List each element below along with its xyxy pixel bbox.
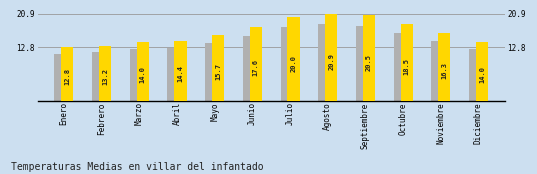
Text: 18.5: 18.5 [403,58,410,75]
Bar [250,27,262,101]
Bar [61,48,74,101]
Bar [243,36,255,101]
Text: 20.0: 20.0 [291,55,296,72]
Text: 13.2: 13.2 [102,68,108,85]
Bar [137,42,149,101]
Bar [356,26,368,101]
Text: 14.0: 14.0 [479,66,485,83]
Bar [401,24,412,101]
Bar [363,15,375,101]
Text: 14.4: 14.4 [178,65,184,82]
Bar [175,41,186,101]
Bar [92,52,104,101]
Text: 16.3: 16.3 [441,62,447,79]
Bar [431,41,443,101]
Bar [130,49,142,101]
Bar [438,33,450,101]
Bar [205,43,217,101]
Bar [287,17,300,101]
Text: 17.6: 17.6 [253,59,259,76]
Bar [318,24,330,101]
Bar [212,35,224,101]
Text: Temperaturas Medias en villar del infantado: Temperaturas Medias en villar del infant… [11,162,263,172]
Bar [280,27,293,101]
Text: 14.0: 14.0 [140,66,146,83]
Bar [168,48,179,101]
Bar [476,42,488,101]
Bar [325,14,337,101]
Text: 15.7: 15.7 [215,63,221,80]
Text: 12.8: 12.8 [64,68,70,85]
Text: 20.9: 20.9 [328,53,334,70]
Bar [54,54,67,101]
Bar [99,46,111,101]
Text: 20.5: 20.5 [366,54,372,71]
Bar [469,49,481,101]
Bar [394,33,405,101]
